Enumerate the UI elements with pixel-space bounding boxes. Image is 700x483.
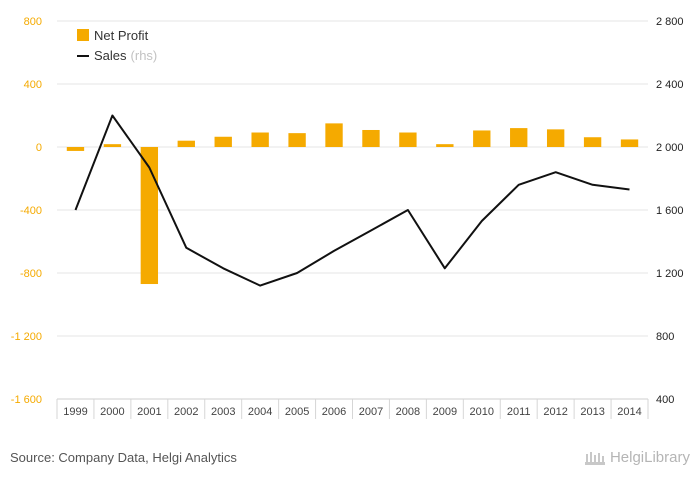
x-tick-label: 2012 — [543, 406, 567, 418]
net-profit-bar — [140, 147, 159, 285]
right-y-tick-label: 2 800 — [656, 16, 684, 28]
x-tick-label: 2001 — [137, 406, 161, 418]
x-tick-label: 1999 — [63, 406, 87, 418]
legend-label-sales: Sales (rhs) — [94, 48, 157, 63]
net-profit-bar — [583, 137, 602, 147]
net-profit-bar — [251, 132, 269, 147]
library-icon — [584, 451, 605, 465]
legend-label-sales-suffix: (rhs) — [131, 48, 158, 63]
net-profit-bar — [473, 130, 491, 147]
net-profit-bar — [177, 140, 195, 147]
left-y-tick-label: -1 600 — [11, 394, 42, 406]
net-profit-bar — [620, 139, 639, 147]
right-y-tick-label: 2 400 — [656, 79, 684, 91]
x-tick-label: 2009 — [433, 406, 457, 418]
left-y-tick-label: -1 200 — [11, 331, 42, 343]
legend: Net Profit Sales (rhs) — [77, 28, 157, 63]
right-y-tick-label: 800 — [656, 331, 674, 343]
brand-logo: HelgiLibrary — [584, 449, 690, 466]
net-profit-bar — [546, 129, 565, 147]
x-tick-label: 2005 — [285, 406, 309, 418]
left-y-tick-label: 0 — [36, 142, 42, 154]
left-y-axis: 800 400 0 -400 -800 -1 200 -1 600 — [11, 16, 42, 406]
net-profit-bar — [66, 147, 85, 151]
x-tick-label: 2004 — [248, 406, 272, 418]
x-tick-label: 2011 — [507, 406, 531, 418]
right-y-axis: 2 800 2 400 2 000 1 600 1 200 800 400 — [656, 16, 684, 406]
right-y-tick-label: 400 — [656, 394, 674, 406]
x-tick-label: 2000 — [100, 406, 124, 418]
left-y-tick-label: -800 — [20, 268, 42, 280]
net-profit-bar — [436, 144, 454, 147]
left-y-tick-label: -400 — [20, 205, 42, 217]
left-y-tick-label: 400 — [24, 79, 42, 91]
legend-label-net-profit: Net Profit — [94, 28, 149, 43]
source-note: Source: Company Data, Helgi Analytics — [10, 450, 237, 465]
right-y-tick-label: 1 200 — [656, 268, 684, 280]
net-profit-bar — [362, 129, 380, 147]
x-axis: 1999 2000 2001 2002 2003 2004 2005 2006 2007 2008… — [56, 399, 649, 419]
x-tick-label: 2007 — [359, 406, 383, 418]
sales-line — [74, 114, 630, 287]
net-profit-bar — [510, 128, 528, 147]
net-profit-bars — [66, 123, 639, 285]
x-tick-label: 2013 — [580, 406, 604, 418]
x-tick-label: 2002 — [174, 406, 198, 418]
net-profit-bar — [103, 144, 122, 147]
right-y-tick-label: 1 600 — [656, 205, 684, 217]
x-tick-label: 2006 — [322, 406, 346, 418]
net-profit-bar — [214, 136, 232, 147]
right-y-tick-label: 2 000 — [656, 142, 684, 154]
legend-swatch-net-profit — [77, 29, 89, 41]
brand-name: HelgiLibrary — [609, 449, 690, 466]
net-profit-bar — [325, 123, 343, 147]
x-tick-label: 2010 — [470, 406, 494, 418]
net-profit-bar — [399, 132, 417, 147]
sales-line-group — [74, 114, 630, 287]
x-tick-label: 2014 — [617, 406, 641, 418]
x-tick-label: 2003 — [211, 406, 235, 418]
left-y-tick-label: 800 — [24, 16, 42, 28]
x-tick-label: 2008 — [396, 406, 420, 418]
net-profit-bar — [288, 133, 306, 147]
